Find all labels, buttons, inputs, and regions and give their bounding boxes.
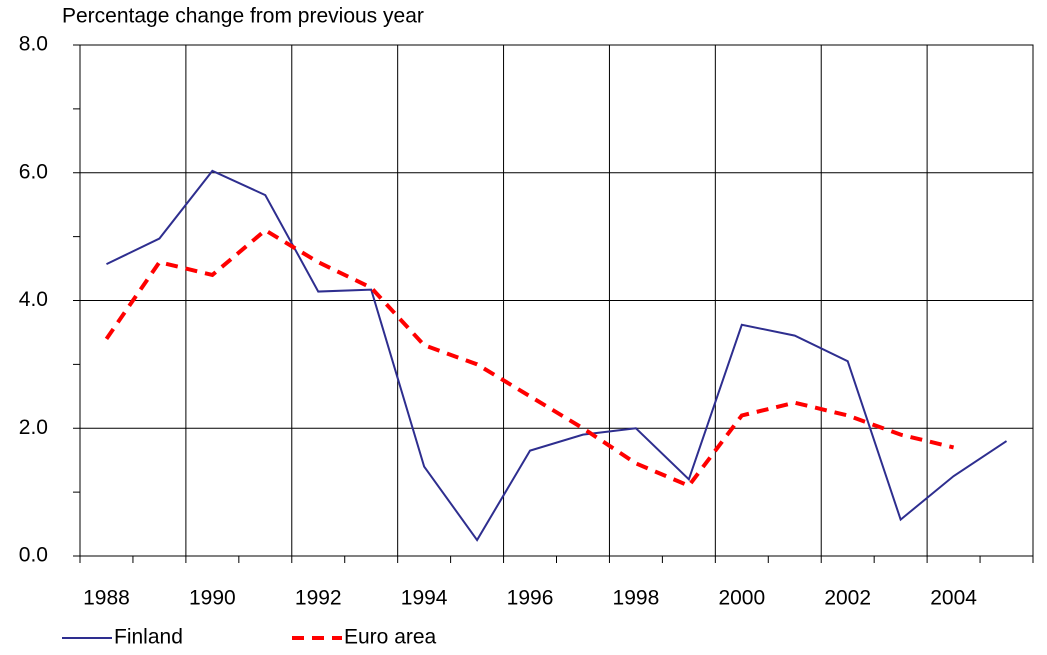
x-tick-label: 2000 <box>718 587 765 610</box>
legend-label: Finland <box>114 626 183 649</box>
series-line <box>106 169 1008 542</box>
x-tick-label: 1988 <box>83 587 130 610</box>
series-line <box>104 227 955 489</box>
x-tick-label: 1990 <box>189 587 236 610</box>
y-tick-label: 0.0 <box>19 544 48 567</box>
y-tick-label: 4.0 <box>19 288 48 311</box>
x-tick-label: 1994 <box>401 587 448 610</box>
y-tick-label: 2.0 <box>19 416 48 439</box>
x-tick-label: 1998 <box>613 587 660 610</box>
x-tick-label: 2004 <box>930 587 977 610</box>
x-tick-label: 1992 <box>295 587 342 610</box>
x-tick-label: 1996 <box>507 587 554 610</box>
legend-label: Euro area <box>344 626 437 649</box>
y-tick-label: 6.0 <box>19 160 48 183</box>
plot-frame <box>79 44 1034 557</box>
y-axis-title: Percentage change from previous year <box>62 5 424 28</box>
y-tick-label: 8.0 <box>19 33 48 56</box>
x-tick-label: 2002 <box>824 587 871 610</box>
